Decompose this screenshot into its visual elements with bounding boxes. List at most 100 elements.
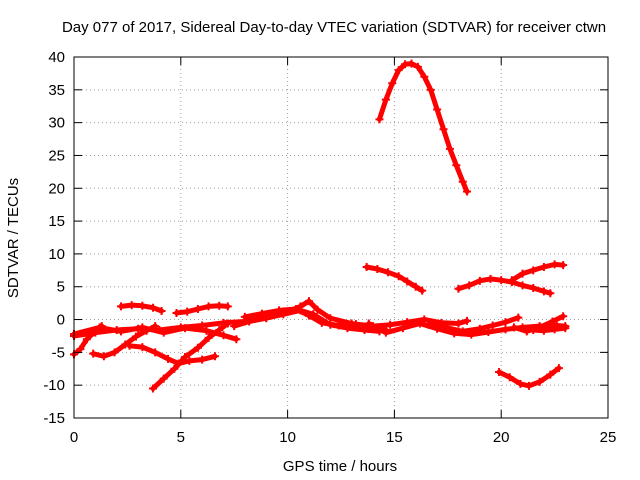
data-point (524, 381, 533, 390)
data-point (373, 265, 382, 274)
data-point (424, 320, 433, 329)
data-point (223, 302, 232, 311)
data-point (159, 374, 168, 383)
series-arc-mid-right (454, 274, 555, 298)
data-point (121, 340, 130, 349)
y-tick-label: 30 (48, 115, 65, 132)
data-point (275, 306, 284, 315)
data-point (198, 355, 207, 364)
data-point (313, 305, 322, 314)
data-point (445, 144, 454, 153)
data-point (510, 323, 519, 332)
data-point (441, 323, 450, 332)
data-point (546, 370, 555, 379)
data-point (157, 307, 166, 316)
data-point (497, 276, 506, 285)
data-points (70, 59, 570, 393)
data-point (529, 326, 538, 335)
data-point (183, 307, 192, 316)
data-point (163, 354, 172, 363)
y-tick-label: 25 (48, 147, 65, 164)
data-point (149, 303, 158, 312)
data-point (426, 85, 435, 94)
data-point (351, 320, 360, 329)
data-point (89, 349, 98, 358)
data-point (388, 79, 397, 88)
x-axis-ticks: 0 5 10 15 20 25 (70, 57, 616, 446)
data-point (170, 364, 179, 373)
series-arc-bump-a (116, 301, 166, 316)
data-point (110, 348, 119, 357)
data-point (433, 105, 442, 114)
data-point (149, 384, 158, 393)
series-arc-upper-right (507, 260, 568, 285)
data-point (518, 281, 527, 290)
y-tick-label: 40 (48, 49, 65, 66)
data-point (463, 316, 472, 325)
data-point (193, 305, 202, 314)
data-point (539, 287, 548, 296)
data-point (539, 263, 548, 272)
data-point (262, 314, 271, 323)
series-trace (530, 325, 568, 334)
data-point (413, 62, 422, 71)
data-point (507, 276, 516, 285)
data-point (99, 352, 108, 361)
y-tick-label: 35 (48, 82, 65, 99)
data-point (452, 161, 461, 170)
data-point (475, 324, 484, 333)
data-point (522, 327, 531, 336)
data-point (240, 312, 249, 321)
data-point (185, 356, 194, 365)
data-point (418, 286, 427, 295)
data-point (219, 318, 228, 327)
series-arc-mid-left (362, 263, 427, 295)
data-point (465, 281, 474, 290)
series-arc-band-6 (424, 313, 523, 336)
x-tick-label: 20 (493, 429, 510, 446)
x-tick-label: 5 (177, 429, 185, 446)
data-point (116, 327, 125, 336)
chart-title: Day 077 of 2017, Sidereal Day-to-day VTE… (62, 19, 606, 36)
data-point (138, 301, 147, 310)
data-point (398, 324, 407, 333)
data-point (501, 318, 510, 327)
series-arc-peak (375, 59, 472, 196)
data-point (550, 260, 559, 269)
y-tick-label: 10 (48, 246, 65, 263)
grid-lines (74, 57, 608, 418)
data-point (219, 331, 228, 340)
data-point (245, 317, 254, 326)
data-point (76, 345, 85, 354)
data-point (362, 263, 371, 272)
data-point (529, 284, 538, 293)
data-point (463, 187, 472, 196)
data-point (559, 312, 568, 321)
x-axis-label: GPS time / hours (283, 458, 397, 475)
data-point (559, 261, 568, 270)
y-tick-label: -15 (43, 410, 65, 427)
y-tick-label: 20 (48, 180, 65, 197)
x-tick-label: 10 (279, 429, 296, 446)
data-point (138, 323, 147, 332)
data-point (420, 72, 429, 81)
data-point (535, 377, 544, 386)
data-point (411, 282, 420, 291)
data-point (495, 368, 504, 377)
data-point (383, 268, 392, 277)
series-arc-band-3 (230, 306, 384, 336)
data-point (488, 321, 497, 330)
y-tick-label: 5 (57, 279, 65, 296)
x-tick-label: 0 (70, 429, 78, 446)
data-point (317, 318, 326, 327)
data-point (539, 326, 548, 335)
data-point (304, 297, 313, 306)
data-point (518, 269, 527, 278)
data-point (138, 343, 147, 352)
data-point (95, 323, 104, 332)
y-tick-label: 15 (48, 213, 65, 230)
data-point (381, 95, 390, 104)
data-point (172, 308, 181, 317)
data-point (386, 320, 395, 329)
